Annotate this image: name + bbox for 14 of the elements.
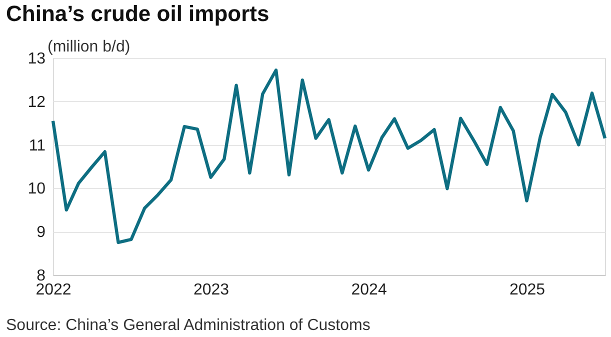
y-tick-label: 13 [28, 50, 46, 68]
line-series [51, 68, 607, 244]
y-tick-label: 8 [36, 268, 46, 284]
x-tick-label: 2022 [36, 282, 72, 298]
x-tick-label: 2024 [351, 282, 387, 298]
y-axis-title: (million b/d) [48, 38, 130, 56]
y-tick-label: 12 [28, 94, 46, 111]
x-tick-label: 2025 [509, 282, 546, 298]
y-tick-label: 9 [36, 224, 46, 242]
chart-title: China’s crude oil imports [6, 1, 270, 26]
source-note: Source: China’s General Administration of Customs [6, 317, 370, 334]
x-tick-label: 2023 [193, 282, 230, 298]
y-tick-label: 10 [28, 180, 46, 198]
y-tick-label: 11 [28, 137, 46, 154]
